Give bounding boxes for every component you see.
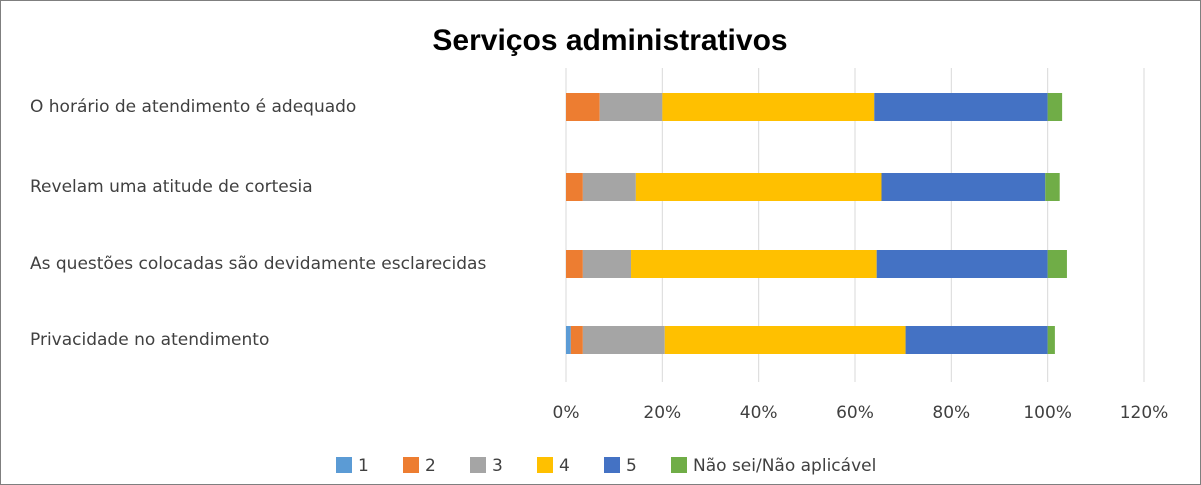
- category-label: Privacidade no atendimento: [30, 330, 269, 350]
- bar-segment: [1047, 326, 1055, 354]
- legend-swatch: [403, 457, 419, 473]
- category-label: O horário de atendimento é adequado: [30, 97, 356, 117]
- bar-segment: [566, 326, 571, 354]
- legend-label: 1: [358, 456, 369, 476]
- x-tick-label: 80%: [932, 403, 970, 423]
- x-tick-label: 120%: [1120, 403, 1169, 423]
- legend-label: 3: [492, 456, 503, 476]
- x-tick-label: 0%: [553, 403, 580, 423]
- category-label: As questões colocadas são devidamente es…: [30, 254, 486, 274]
- bar-segment: [566, 93, 600, 121]
- bar-segment: [582, 173, 636, 201]
- bar-segment: [874, 93, 1048, 121]
- bar-segment: [582, 326, 665, 354]
- legend-label: 5: [626, 456, 637, 476]
- bar-segment: [1047, 93, 1063, 121]
- x-tick-label: 60%: [836, 403, 874, 423]
- bar-segment: [876, 250, 1048, 278]
- x-tick-label: 40%: [740, 403, 778, 423]
- bar-segment: [599, 93, 663, 121]
- legend-swatch: [470, 457, 486, 473]
- bar-segment: [905, 326, 1048, 354]
- bar-segment: [664, 326, 906, 354]
- bar-segment: [566, 250, 583, 278]
- bar-segment: [881, 173, 1046, 201]
- bar-segment: [1045, 173, 1060, 201]
- bar-segment: [662, 93, 875, 121]
- bar-segment: [1047, 250, 1067, 278]
- x-tick-label: 20%: [643, 403, 681, 423]
- legend-label: 2: [425, 456, 436, 476]
- chart-title: Serviços administrativos: [432, 24, 787, 57]
- legend-swatch: [604, 457, 620, 473]
- legend-swatch: [671, 457, 687, 473]
- category-label: Revelam uma atitude de cortesia: [30, 177, 313, 197]
- legend-label: 4: [559, 456, 570, 476]
- bar-segment: [635, 173, 882, 201]
- bar-segment: [570, 326, 583, 354]
- legend-swatch: [537, 457, 553, 473]
- legend-label: Não sei/Não aplicável: [693, 456, 876, 476]
- x-tick-label: 100%: [1023, 403, 1072, 423]
- legend-swatch: [336, 457, 352, 473]
- bar-segment: [566, 173, 583, 201]
- bar-segment: [582, 250, 632, 278]
- bar-segment: [631, 250, 877, 278]
